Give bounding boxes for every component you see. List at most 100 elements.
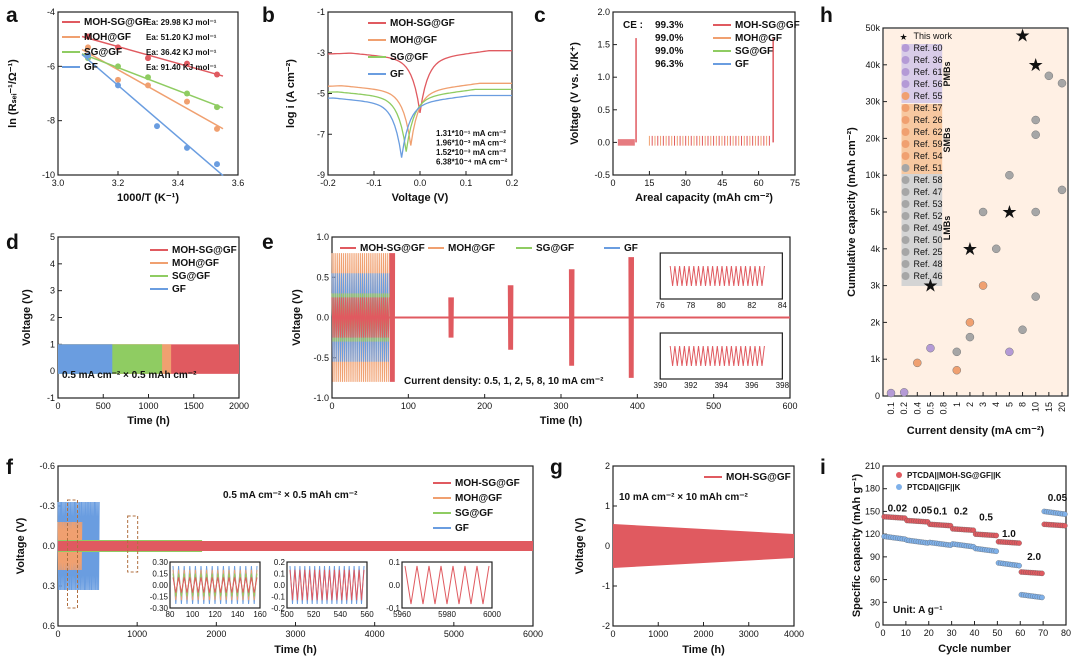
panel-h-this-work-star: ★ (1001, 202, 1017, 222)
panel-e-xlabel: Time (h) (540, 415, 583, 427)
panel-e-inset-tick: 392 (684, 381, 698, 390)
panel-h-ytick-label: 20k (865, 133, 880, 143)
panel-c-ytick-label: 0.5 (597, 105, 610, 115)
panel-e-inset-2-frame (659, 332, 783, 380)
panel-e-inset-tick: 76 (656, 301, 665, 310)
panel-h-xtick-label: 8 (1018, 402, 1028, 407)
panel-h-legend-marker (901, 200, 910, 208)
panel-d-ytick-label: 2 (50, 313, 55, 323)
panel-e-xtick-label: 500 (706, 401, 721, 411)
panel-h-ytick-label: 4k (870, 244, 880, 254)
panel-f-trace-orange (57, 521, 83, 571)
panel-f-inset-xtick: 520 (307, 610, 321, 619)
panel-a-point (115, 63, 121, 70)
panel-e-ytick-label: -1.0 (313, 393, 329, 403)
panel-i-xtick-label: 80 (1061, 628, 1071, 638)
panel-h-ytick-label: 3k (870, 281, 880, 291)
panel-h-group-label: PMBs (942, 61, 952, 86)
panel-b-current-label: 1.31*10⁻¹ mA cm⁻² (436, 129, 506, 138)
panel-h-ytick-label: 5k (870, 207, 880, 217)
panel-b-legend-label: GF (390, 69, 404, 80)
panel-i-xlabel: Cycle number (938, 643, 1011, 655)
panel-c-ytick-label: 0.0 (597, 137, 610, 147)
panel-e-ytick-label: 0.0 (316, 313, 329, 323)
panel-a-point (145, 74, 151, 81)
panel-i-xtick-label: 20 (924, 628, 934, 638)
panel-i-ytick-label: 120 (865, 529, 880, 539)
panel-f-inset-ytick: -0.2 (271, 604, 285, 613)
panel-e-xtick-label: 0 (329, 401, 334, 411)
panel-a-legend-label: MOH-SG@GF (84, 17, 149, 28)
panel-d-legend-label: SG@GF (172, 271, 210, 282)
panel-f-inset-ytick: 0.0 (274, 581, 286, 590)
panel-h-legend-marker (901, 104, 910, 112)
panel-b-legend-label: MOH@GF (390, 35, 437, 46)
panel-f-inset-ytick: 0.00 (152, 581, 168, 590)
panel-g-condition: 10 mA cm⁻² × 10 mAh cm⁻² (619, 492, 749, 503)
panel-h-legend-marker (901, 224, 910, 232)
panel-d-ytick-label: 0 (50, 366, 55, 376)
panel-a-ytick-label: -10 (42, 170, 55, 180)
panel-i-legend-label: PTCDA||GF||K (907, 483, 961, 492)
panel-f-inset-1-frame (169, 561, 261, 609)
panel-e-inset-tick: 82 (747, 301, 756, 310)
panel-i-rate-label: 0.1 (933, 506, 947, 517)
panel-a-point (115, 44, 121, 51)
panel-f-zoom-box-1 (67, 499, 78, 609)
panel-h-group-label: SMBs (942, 127, 952, 152)
panel-a-fit-line (81, 53, 224, 177)
panel-f-inset-trace (172, 577, 258, 593)
panel-i-ytick-label: 210 (865, 461, 880, 471)
panel-h-legend-marker (901, 176, 910, 184)
panel-a-xtick-label: 3.4 (172, 178, 185, 188)
panel-a-point (154, 123, 160, 130)
panel-a-point (115, 82, 121, 89)
panel-c-legend-label: MOH@GF (735, 33, 782, 44)
panel-h-legend-label: Ref. 48 (914, 259, 943, 269)
panel-h-legend-label: Ref. 51 (914, 163, 943, 173)
panel-f-inset-ytick: -0.1 (271, 593, 285, 602)
panel-h-ref-marker (899, 388, 909, 397)
panel-f-inset-2-frame (286, 561, 368, 609)
panel-a-point (214, 104, 220, 111)
panel-f-inset-xtick: 560 (360, 610, 374, 619)
panel-e-ytick-label: 0.5 (316, 272, 329, 282)
panel-e-trace-blue (331, 273, 390, 362)
panel-f-ytick-label: -0.3 (39, 501, 55, 511)
panel-h-ytick-label: 40k (865, 60, 880, 70)
panel-i-ytick-label: 60 (870, 575, 880, 585)
panel-a-ytick-label: -4 (47, 7, 55, 17)
panel-h-ref-marker (926, 343, 935, 353)
panel-a-point (184, 90, 190, 97)
panel-g-xtick-label: 1000 (648, 629, 668, 639)
panel-h-xtick-label: 0.8 (939, 402, 949, 415)
panel-f-inset-xtick: 100 (186, 610, 200, 619)
panel-h-ref-marker (1005, 170, 1014, 180)
panel-letter-e: e (262, 231, 274, 254)
panel-e-legend-label: GF (624, 243, 638, 254)
panel-g-ylabel: Voltage (V) (574, 517, 586, 574)
panel-e-rate-burst (448, 297, 454, 338)
panel-h-legend-marker (901, 92, 910, 100)
panel-i-xtick-label: 70 (1038, 628, 1048, 638)
panel-h-legend-marker (901, 188, 910, 196)
panel-b-current-label: 1.52*10⁻³ mA cm⁻² (436, 148, 506, 157)
panel-h-legend-marker (901, 272, 910, 280)
panel-a-ytick-label: -6 (47, 61, 55, 71)
panel-c-xtick-label: 75 (790, 178, 800, 188)
panel-i-ytick-label: 180 (865, 484, 880, 494)
panel-a-point (85, 33, 91, 40)
panel-e-xtick-label: 600 (782, 401, 797, 411)
panel-letter-d: d (6, 231, 19, 254)
panel-h-ytick-label: 30k (865, 97, 880, 107)
panel-i-xtick-label: 0 (880, 628, 885, 638)
panel-h-this-work-star: ★ (1028, 55, 1044, 75)
panel-i-unit: Unit: A g⁻¹ (893, 605, 943, 616)
panel-h-xtick-label: 20 (1057, 402, 1067, 412)
panel-e-legend-label: MOH-SG@GF (360, 243, 425, 254)
panel-letter-g: g (550, 456, 563, 479)
panel-e-ytick-label: 1.0 (316, 232, 329, 242)
panel-g-legend-label: MOH-SG@GF (726, 472, 791, 483)
panel-d-voltage-band (58, 344, 113, 374)
panel-f-inset-xtick: 500 (280, 610, 294, 619)
